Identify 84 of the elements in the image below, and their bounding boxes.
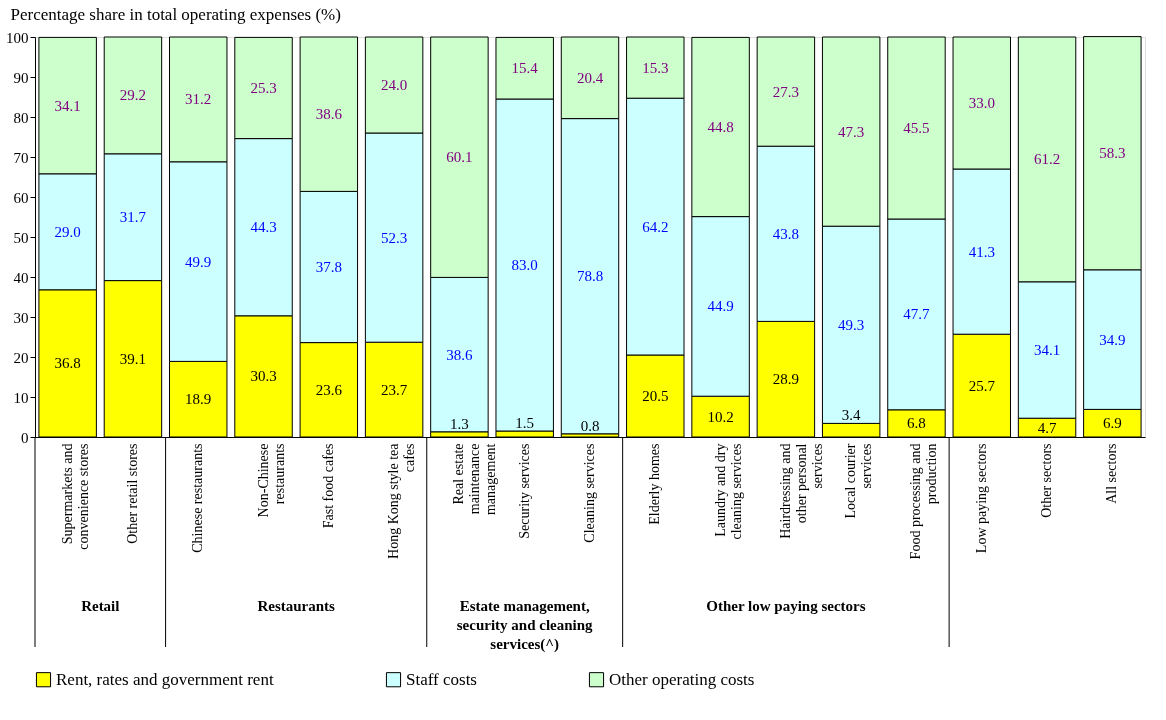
y-tick-label: 30 [13, 309, 29, 326]
data-label: 45.5 [903, 120, 930, 136]
x-tick-label: Non-Chinese restaurants [255, 443, 287, 518]
data-label: 6.9 [1102, 415, 1122, 432]
x-tick-label: Cleaning services [582, 443, 597, 543]
text: Other low paying sectors [706, 598, 866, 614]
x-tick-label: Security services [516, 443, 532, 539]
data-label: 58.3 [1099, 145, 1126, 162]
y-tick-label: 20 [13, 349, 29, 366]
y-tick-label: 70 [13, 149, 29, 166]
data-label: 30.3 [250, 368, 277, 385]
x-tick-label: Chinese restaurants [190, 443, 206, 553]
data-label: 3.4 [841, 407, 862, 424]
data-label: 23.7 [380, 381, 408, 398]
data-label: 10.2 [707, 408, 734, 425]
data-label: 33.0 [968, 95, 995, 111]
data-label: 23.6 [315, 381, 343, 398]
data-label: 38.6 [446, 346, 474, 363]
data-label: 83.0 [511, 257, 538, 273]
data-label: 49.9 [185, 253, 212, 270]
legend-label: Rent, rates and government rent [56, 669, 274, 689]
data-label: 15.3 [642, 59, 669, 76]
text: Restaurants [257, 598, 336, 614]
data-label: 39.1 [119, 350, 147, 367]
data-label: 4.7 [1037, 419, 1057, 436]
x-tick-label: Elderly homes [647, 443, 663, 525]
data-label: 34.9 [1099, 331, 1126, 348]
data-label: 43.8 [772, 225, 800, 242]
y-tick-label: 50 [13, 229, 29, 246]
data-label: 49.3 [838, 316, 865, 333]
y-tick-label: 10 [13, 389, 29, 406]
data-label: 36.8 [54, 355, 81, 372]
data-label: 37.8 [315, 259, 342, 275]
data-label: 44.8 [707, 119, 734, 135]
data-label: 60.1 [446, 149, 473, 166]
y-axis-title: Percentage share in total operating expenses (%) [10, 4, 341, 24]
x-tick-label: Fast food cafes [320, 443, 336, 529]
data-label: 28.9 [772, 371, 800, 388]
data-label: 34.1 [1033, 342, 1061, 358]
data-label: 47.3 [838, 123, 865, 140]
data-label: 52.3 [380, 229, 408, 246]
data-label: 20.5 [642, 388, 669, 404]
data-label: 31.2 [185, 91, 212, 108]
data-label: 25.7 [968, 377, 996, 394]
x-tick-label: Laundry and dry cleaning services [712, 443, 744, 540]
data-label: 31.7 [119, 209, 147, 226]
data-label: 0.8 [580, 417, 600, 434]
data-label: 15.4 [511, 60, 539, 77]
x-tick-label: Other retail stores [124, 443, 140, 544]
legend-label: Staff costs [406, 669, 477, 689]
data-label: 34.1 [54, 97, 81, 114]
data-label: 61.2 [1033, 151, 1061, 168]
y-tick-label: 100 [6, 29, 29, 46]
data-label: 24.0 [380, 77, 408, 93]
data-label: 27.3 [772, 83, 800, 100]
data-label: 1.5 [515, 415, 535, 431]
x-tick-label: Supermarkets and convenience stores [59, 443, 91, 550]
data-label: 29.0 [54, 223, 81, 240]
y-tick-label: 90 [13, 69, 29, 86]
x-tick-label: Hong Kong style tea cafes [386, 442, 418, 559]
data-label: 1.3 [450, 415, 469, 432]
y-tick-label: 60 [13, 189, 29, 206]
data-label: 25.3 [250, 80, 277, 96]
data-label: 38.6 [315, 106, 343, 123]
x-tick-label: Low paying sectors [973, 443, 989, 554]
text: Estate management, security and cleaning services(^) [456, 598, 594, 653]
data-label: 47.7 [903, 306, 931, 323]
data-label: 64.2 [642, 218, 669, 235]
data-label: 78.8 [576, 268, 604, 285]
y-tick-label: 40 [13, 269, 29, 286]
x-tick-label: All sectors [1104, 443, 1120, 504]
data-label: 44.9 [707, 298, 734, 315]
x-tick-label: Hairdressing and other personal services [777, 443, 825, 539]
text: Retail [81, 598, 120, 614]
x-tick-label: Other sectors [1039, 443, 1055, 518]
data-label: 41.3 [968, 243, 995, 260]
data-label: 44.3 [250, 219, 277, 236]
data-label: 18.9 [185, 391, 212, 408]
y-tick-label: 0 [21, 429, 29, 446]
y-tick-label: 80 [13, 109, 29, 126]
data-label: 29.2 [119, 87, 147, 104]
legend-label: Other operating costs [609, 669, 755, 689]
data-label: 6.8 [907, 415, 926, 432]
data-label: 20.4 [576, 69, 604, 86]
